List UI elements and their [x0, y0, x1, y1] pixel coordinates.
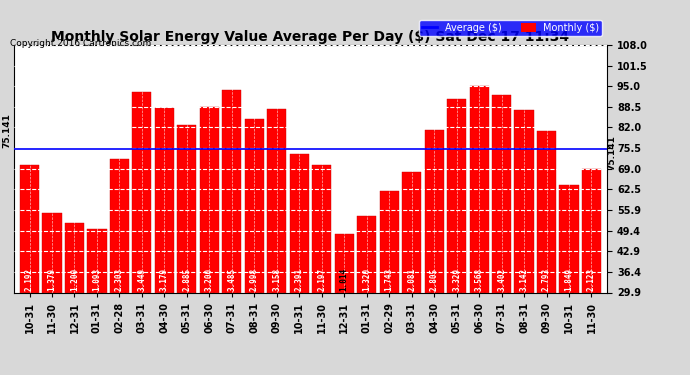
Bar	[20, 165, 39, 292]
Text: 2.805: 2.805	[430, 268, 439, 291]
Bar	[312, 165, 331, 292]
Bar	[110, 159, 129, 292]
Text: 3.329: 3.329	[452, 268, 461, 291]
Text: 75.141: 75.141	[3, 113, 12, 148]
Bar	[177, 125, 197, 292]
Bar	[469, 86, 489, 292]
Text: 2.197: 2.197	[317, 268, 326, 291]
Text: 1.743: 1.743	[384, 268, 394, 291]
Text: 3.200: 3.200	[205, 268, 214, 291]
Text: 1.320: 1.320	[362, 268, 371, 291]
Bar	[65, 223, 84, 292]
Bar	[132, 93, 152, 292]
Text: 3.485: 3.485	[227, 268, 237, 291]
Text: 1.849: 1.849	[564, 268, 573, 291]
Legend: Average ($), Monthly ($): Average ($), Monthly ($)	[420, 20, 602, 36]
Bar	[88, 229, 106, 292]
Bar	[43, 213, 61, 292]
Bar	[582, 170, 601, 292]
Bar	[155, 108, 174, 292]
Text: 3.142: 3.142	[520, 268, 529, 291]
Text: 2.998: 2.998	[250, 268, 259, 291]
Bar	[222, 90, 242, 292]
Bar	[560, 185, 578, 292]
Text: 1.014: 1.014	[339, 268, 348, 291]
Text: 3.402: 3.402	[497, 268, 506, 291]
Text: 3.568: 3.568	[475, 268, 484, 291]
Bar	[402, 172, 421, 292]
Bar	[380, 191, 399, 292]
Bar	[492, 95, 511, 292]
Bar	[447, 99, 466, 292]
Bar	[357, 216, 376, 292]
Bar	[335, 234, 354, 292]
Title: Monthly Solar Energy Value Average Per Day ($) Sat Dec 17 11:34: Monthly Solar Energy Value Average Per D…	[52, 30, 569, 44]
Bar	[424, 130, 444, 292]
Bar	[537, 130, 556, 292]
Text: 3.449: 3.449	[137, 268, 146, 291]
Text: 2.192: 2.192	[25, 268, 34, 291]
Text: 2.885: 2.885	[182, 268, 191, 291]
Bar	[515, 110, 533, 292]
Bar	[267, 110, 286, 292]
Bar	[200, 107, 219, 292]
Text: 3.158: 3.158	[273, 268, 282, 291]
Text: 1.379: 1.379	[48, 268, 57, 291]
Text: 75.141: 75.141	[607, 135, 616, 170]
Text: 2.391: 2.391	[295, 268, 304, 291]
Bar	[245, 118, 264, 292]
Text: 3.179: 3.179	[160, 268, 169, 291]
Text: 2.793: 2.793	[542, 268, 551, 291]
Text: 1.093: 1.093	[92, 268, 101, 291]
Bar	[290, 154, 309, 292]
Text: Copyright 2016 Cartronics.com: Copyright 2016 Cartronics.com	[10, 39, 152, 48]
Text: 1.200: 1.200	[70, 268, 79, 291]
Text: 2.123: 2.123	[587, 268, 596, 291]
Text: 2.303: 2.303	[115, 268, 124, 291]
Text: 2.081: 2.081	[407, 268, 416, 291]
